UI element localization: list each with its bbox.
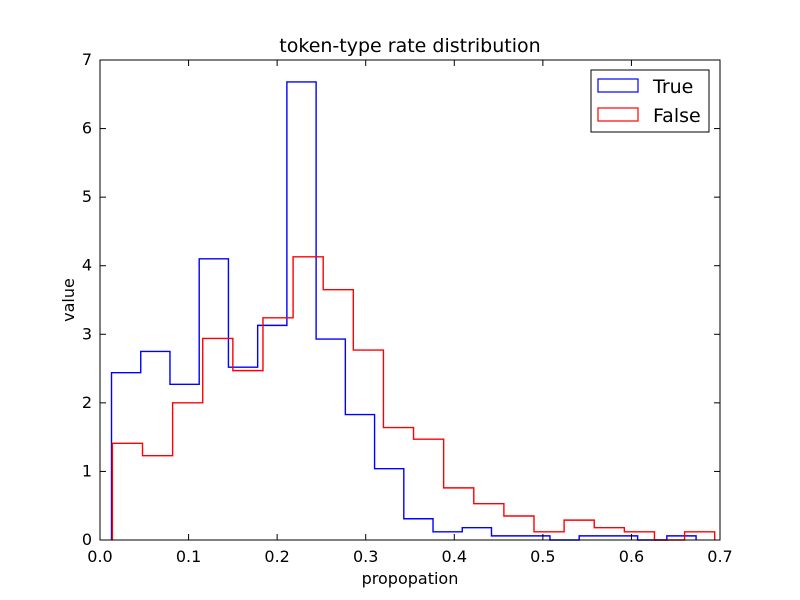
plot-group (110, 81, 716, 541)
x-axis-label: propopation (362, 569, 459, 588)
y-tick-label-6: 5 (82, 187, 92, 206)
legend-label-false: False (653, 105, 701, 127)
y-tick-label-5: 4 (82, 256, 92, 275)
x-tick-label-2: 0.1 (176, 547, 201, 566)
y-tick-labels: 0 1 2 3 4 5 6 7 (82, 50, 92, 549)
x-tick-label-7: 0.6 (619, 547, 644, 566)
x-tick-label-4: 0.3 (353, 547, 378, 566)
plot-frame (99, 59, 721, 541)
x-tick-label-5: 0.4 (442, 547, 467, 566)
legend: True False (590, 69, 710, 133)
x-ticks (99, 60, 721, 540)
series-false-group (111, 256, 716, 541)
y-tick-label-8: 7 (82, 50, 92, 69)
y-tick-label-3: 2 (82, 393, 92, 412)
chart-title: token-type rate distribution (279, 35, 540, 57)
y-axis-label: value (59, 278, 78, 322)
series-false-outline (111, 256, 716, 541)
legend-swatch-false (597, 107, 639, 122)
y-tick-label-7: 6 (82, 119, 92, 138)
x-tick-label-3: 0.2 (264, 547, 289, 566)
y-tick-label-1: 0 (82, 530, 92, 549)
y-tick-label-2: 1 (82, 461, 92, 480)
series-true-outline (110, 81, 697, 541)
y-tick-label-4: 3 (82, 324, 92, 343)
series-true-group (110, 81, 697, 541)
y-ticks (100, 59, 720, 541)
legend-box (590, 69, 710, 133)
legend-swatch-true (597, 78, 639, 93)
x-tick-labels: 0.0 0.1 0.2 0.3 0.4 0.5 0.6 0.7 (87, 547, 732, 566)
legend-label-true: True (652, 76, 693, 98)
x-tick-label-8: 0.7 (707, 547, 732, 566)
x-tick-label-6: 0.5 (530, 547, 555, 566)
x-tick-label-1: 0.0 (87, 547, 112, 566)
